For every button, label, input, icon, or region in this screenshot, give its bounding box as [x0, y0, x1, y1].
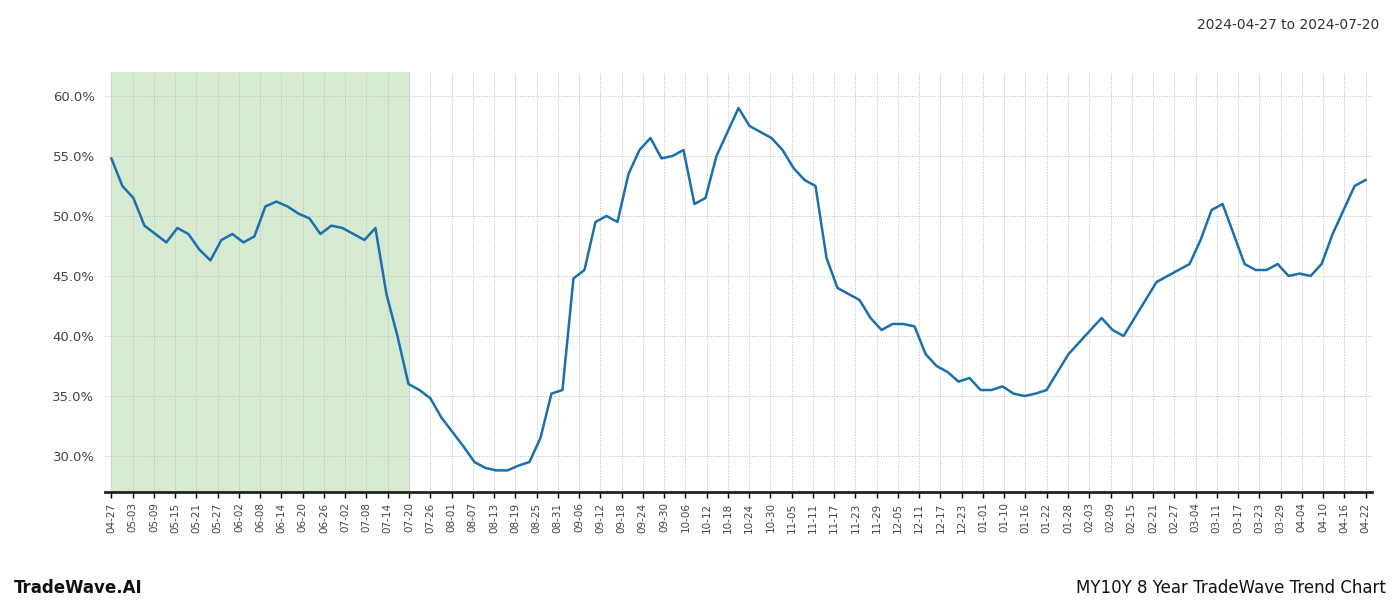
Text: MY10Y 8 Year TradeWave Trend Chart: MY10Y 8 Year TradeWave Trend Chart — [1077, 579, 1386, 597]
Text: TradeWave.AI: TradeWave.AI — [14, 579, 143, 597]
Bar — [112, 72, 409, 492]
Text: 2024-04-27 to 2024-07-20: 2024-04-27 to 2024-07-20 — [1197, 18, 1379, 32]
